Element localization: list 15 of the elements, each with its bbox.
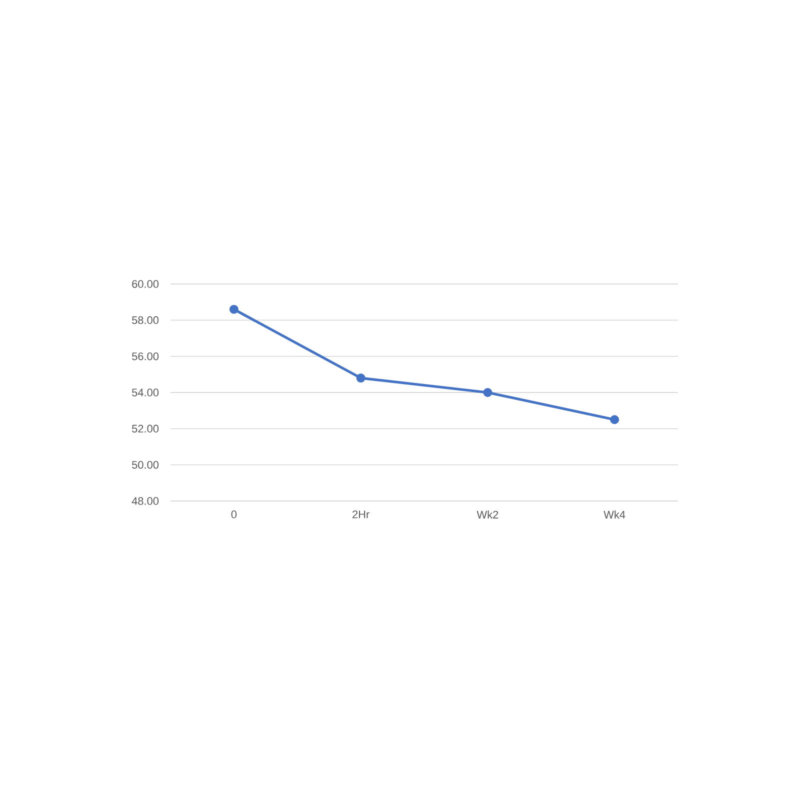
- point: [356, 374, 366, 383]
- y-tick-label: 56.00: [132, 352, 159, 360]
- y-tick-label: 60.00: [132, 280, 159, 288]
- y-tick-label: 50.00: [132, 460, 159, 469]
- x-tick-label: Wk4: [604, 510, 626, 518]
- point: [483, 388, 492, 397]
- point: [229, 304, 238, 314]
- x-tick-label: 2Hr: [352, 510, 370, 518]
- y-tick-label: 48.00: [132, 497, 159, 505]
- x-tick-label: 0: [231, 510, 237, 518]
- x-tick-label: Wk2: [476, 510, 498, 518]
- point: [610, 415, 620, 424]
- y-tick-label: 52.00: [132, 424, 159, 433]
- y-tick-label: 58.00: [132, 316, 159, 324]
- y-tick-label: 54.00: [132, 388, 159, 396]
